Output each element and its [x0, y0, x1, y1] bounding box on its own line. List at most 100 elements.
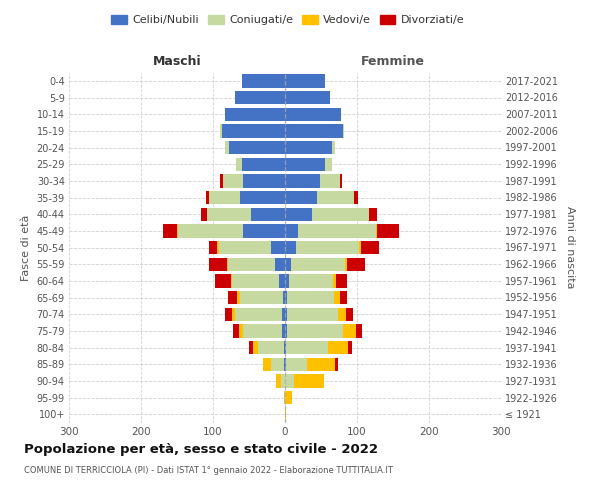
Bar [201, 208, 206, 221]
Bar [228, 258, 275, 271]
Bar [232, 274, 279, 287]
Bar [217, 241, 219, 254]
Bar [336, 274, 347, 287]
Bar [285, 124, 343, 138]
Bar [259, 341, 284, 354]
Bar [223, 174, 243, 188]
Bar [219, 241, 271, 254]
Bar [241, 191, 285, 204]
Bar [285, 208, 313, 221]
Bar [239, 324, 242, 338]
Bar [340, 174, 342, 188]
Bar [287, 308, 338, 321]
Bar [281, 374, 285, 388]
Bar [347, 258, 365, 271]
Bar [285, 91, 331, 104]
Bar [286, 358, 307, 371]
Bar [284, 341, 285, 354]
Bar [298, 224, 376, 237]
Bar [285, 108, 341, 121]
Bar [235, 308, 282, 321]
Bar [313, 208, 368, 221]
Bar [251, 208, 285, 221]
Bar [359, 241, 361, 254]
Bar [177, 224, 178, 237]
Bar [224, 308, 232, 321]
Bar [209, 191, 241, 204]
Bar [243, 224, 285, 237]
Bar [285, 74, 325, 88]
Bar [225, 141, 229, 154]
Legend: Celibi/Nubili, Coniugati/e, Vedovi/e, Divorziati/e: Celibi/Nubili, Coniugati/e, Vedovi/e, Di… [107, 10, 469, 30]
Bar [285, 308, 287, 321]
Bar [283, 291, 285, 304]
Bar [296, 241, 359, 254]
Bar [215, 274, 231, 287]
Bar [285, 408, 286, 421]
Bar [287, 291, 334, 304]
Bar [285, 291, 287, 304]
Bar [271, 241, 285, 254]
Bar [209, 258, 227, 271]
Bar [343, 324, 356, 338]
Bar [249, 341, 253, 354]
Bar [328, 341, 349, 354]
Y-axis label: Fasce di età: Fasce di età [21, 214, 31, 280]
Bar [285, 241, 296, 254]
Bar [285, 274, 289, 287]
Bar [282, 324, 285, 338]
Bar [285, 141, 332, 154]
Text: Maschi: Maschi [152, 54, 202, 68]
Bar [228, 291, 237, 304]
Text: COMUNE DI TERRICCIOLA (PI) - Dati ISTAT 1° gennaio 2022 - Elaborazione TUTTITALI: COMUNE DI TERRICCIOLA (PI) - Dati ISTAT … [24, 466, 393, 475]
Bar [229, 141, 285, 154]
Bar [333, 274, 336, 287]
Bar [206, 208, 251, 221]
Bar [209, 241, 217, 254]
Bar [368, 208, 377, 221]
Bar [307, 358, 335, 371]
Bar [231, 274, 232, 287]
Bar [233, 324, 239, 338]
Bar [239, 291, 283, 304]
Bar [279, 274, 285, 287]
Bar [284, 391, 285, 404]
Bar [220, 174, 223, 188]
Bar [163, 224, 177, 237]
Bar [335, 358, 338, 371]
Bar [334, 291, 340, 304]
Bar [227, 258, 228, 271]
Bar [346, 308, 353, 321]
Bar [325, 158, 332, 171]
Bar [285, 324, 287, 338]
Bar [242, 158, 285, 171]
Bar [340, 291, 347, 304]
Text: Popolazione per età, sesso e stato civile - 2022: Popolazione per età, sesso e stato civil… [24, 442, 378, 456]
Bar [221, 124, 285, 138]
Bar [291, 258, 345, 271]
Bar [285, 158, 325, 171]
Bar [206, 191, 209, 204]
Bar [232, 308, 235, 321]
Bar [361, 241, 379, 254]
Bar [242, 74, 285, 88]
Bar [354, 191, 358, 204]
Bar [293, 374, 324, 388]
Bar [345, 258, 347, 271]
Bar [286, 391, 292, 404]
Bar [338, 308, 346, 321]
Bar [343, 124, 344, 138]
Bar [243, 174, 285, 188]
Bar [320, 174, 340, 188]
Bar [376, 224, 377, 237]
Bar [225, 108, 285, 121]
Bar [286, 341, 328, 354]
Bar [287, 324, 343, 338]
Y-axis label: Anni di nascita: Anni di nascita [565, 206, 575, 288]
Bar [285, 224, 298, 237]
Bar [285, 358, 286, 371]
Bar [237, 291, 239, 304]
Bar [236, 158, 242, 171]
Bar [349, 341, 352, 354]
Bar [275, 374, 281, 388]
